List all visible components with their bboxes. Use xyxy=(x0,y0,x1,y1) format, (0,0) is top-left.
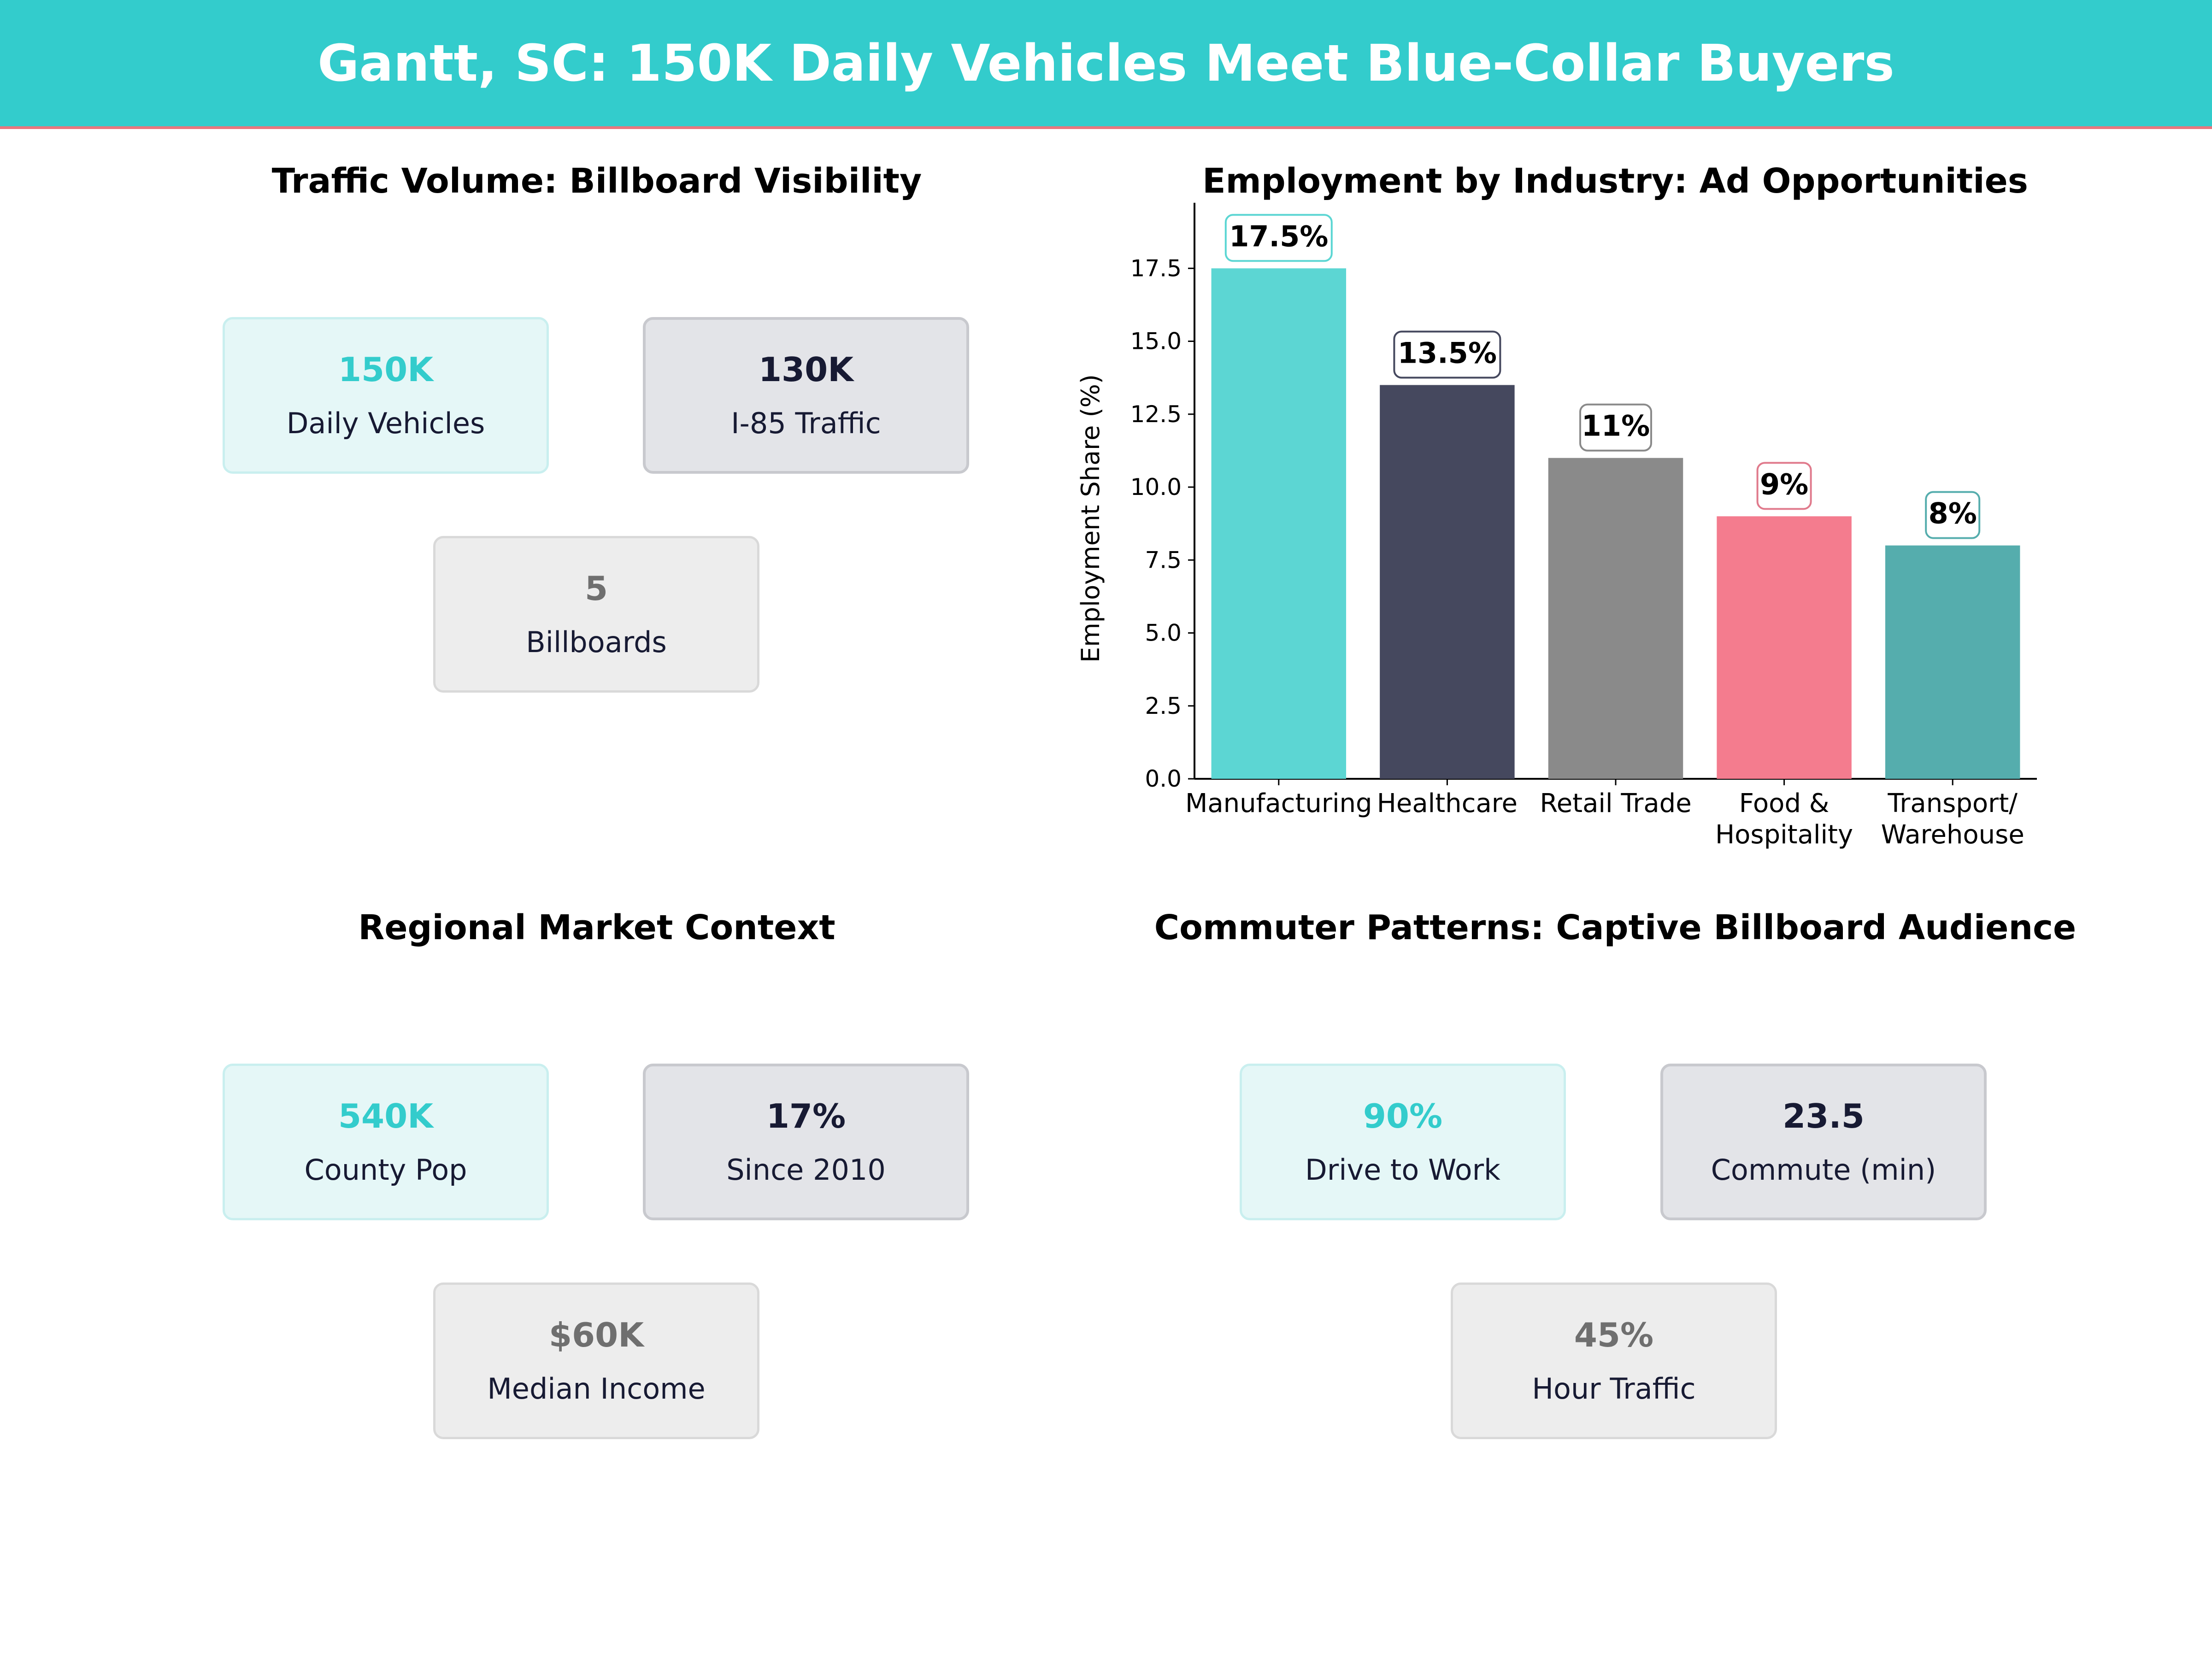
data-label-box xyxy=(1756,462,1812,510)
card-value: 150K xyxy=(338,350,434,389)
card-label: Billboards xyxy=(526,625,667,659)
card-value: $60K xyxy=(548,1316,644,1354)
y-tick-label: 7.5 xyxy=(1145,547,1182,573)
data-label-box xyxy=(1925,491,1981,539)
header-banner: Gantt, SC: 150K Daily Vehicles Meet Blue… xyxy=(0,0,2212,129)
bar xyxy=(1717,516,1852,779)
x-tick-label: Hospitality xyxy=(1715,820,1853,850)
median-income-card: $60K Median Income xyxy=(433,1282,759,1439)
card-value: 5 xyxy=(584,569,608,608)
card-label: Hour Traffic xyxy=(1532,1372,1696,1406)
regional-panel-title: Regional Market Context xyxy=(358,908,835,947)
y-tick-label: 15.0 xyxy=(1130,328,1182,355)
x-tick-label: Healthcare xyxy=(1377,788,1518,818)
card-label: Commute (min) xyxy=(1711,1153,1936,1187)
y-tick-label: 5.0 xyxy=(1145,620,1182,647)
data-label: 9% xyxy=(1760,467,1808,501)
y-axis-label: Employment Share (%) xyxy=(1076,374,1105,663)
y-tick-label: 10.0 xyxy=(1130,474,1182,500)
x-tick-label: Warehouse xyxy=(1881,820,2024,850)
data-label: 11% xyxy=(1582,409,1650,443)
card-value: 23.5 xyxy=(1783,1097,1865,1135)
data-label: 17.5% xyxy=(1229,219,1328,253)
bar xyxy=(1211,268,1347,779)
data-label-box xyxy=(1393,330,1501,379)
card-label: Daily Vehicles xyxy=(286,406,485,440)
x-tick-label: Manufacturing xyxy=(1185,788,1372,818)
commute-time-card: 23.5 Commute (min) xyxy=(1660,1064,1987,1220)
commuter-panel-title: Commuter Patterns: Captive Billboard Aud… xyxy=(1154,908,2077,947)
card-value: 90% xyxy=(1363,1097,1443,1135)
drive-to-work-card: 90% Drive to Work xyxy=(1240,1064,1566,1220)
card-value: 17% xyxy=(766,1097,846,1135)
x-tick-label: Transport/ xyxy=(1887,788,2018,818)
bar xyxy=(1885,545,2020,779)
y-tick-label: 0.0 xyxy=(1145,765,1182,792)
employment-bar-chart: 0.0 2.5 5.0 7.5 10.0 12.5 15.0 17.5 Employment S… xyxy=(1076,203,2037,850)
card-label: Median Income xyxy=(487,1372,706,1406)
y-tick-label: 17.5 xyxy=(1130,255,1182,282)
daily-vehicles-card: 150K Daily Vehicles xyxy=(223,317,549,474)
card-value: 540K xyxy=(338,1097,434,1135)
county-pop-card: 540K County Pop xyxy=(223,1064,549,1220)
y-tick-label: 2.5 xyxy=(1145,693,1182,719)
hour-traffic-card: 45% Hour Traffic xyxy=(1451,1282,1777,1439)
card-label: I-85 Traffic xyxy=(731,406,881,440)
data-label-box xyxy=(1579,403,1652,452)
card-label: Drive to Work xyxy=(1305,1153,1500,1187)
traffic-panel-title: Traffic Volume: Billboard Visibility xyxy=(271,161,922,201)
billboards-card: 5 Billboards xyxy=(433,536,759,693)
card-value: 45% xyxy=(1574,1316,1654,1354)
y-tick-label: 12.5 xyxy=(1130,401,1182,428)
page-title: Gantt, SC: 150K Daily Vehicles Meet Blue… xyxy=(318,34,1894,93)
growth-card: 17% Since 2010 xyxy=(643,1064,969,1220)
employment-panel-title: Employment by Industry: Ad Opportunities xyxy=(1202,161,2028,201)
bar xyxy=(1548,458,1683,779)
bar xyxy=(1380,385,1515,779)
i85-traffic-card: 130K I-85 Traffic xyxy=(643,317,969,474)
card-label: County Pop xyxy=(304,1153,467,1187)
data-label: 8% xyxy=(1929,497,1977,530)
x-tick-label: Food & xyxy=(1739,788,1830,818)
card-value: 130K xyxy=(758,350,854,389)
x-tick-label: Retail Trade xyxy=(1540,788,1691,818)
data-label-box xyxy=(1224,214,1333,262)
data-label: 13.5% xyxy=(1398,336,1497,370)
card-label: Since 2010 xyxy=(726,1153,886,1187)
